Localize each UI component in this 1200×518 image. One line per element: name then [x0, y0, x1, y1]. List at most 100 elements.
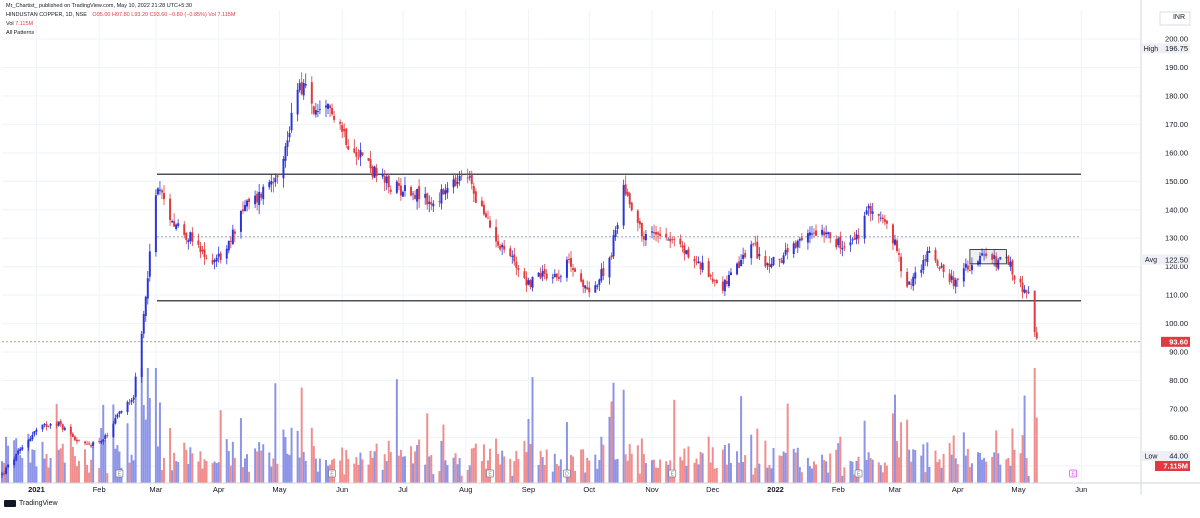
candle-body: [736, 263, 739, 275]
currency-box[interactable]: [1159, 11, 1191, 26]
candle-body: [444, 190, 447, 195]
volume-bar: [246, 454, 249, 483]
volume-bar: [132, 460, 135, 483]
dividend-mark-label: D: [565, 472, 569, 478]
event-marks[interactable]: E E E E ED E: [115, 249, 1078, 478]
volume-bar: [43, 458, 46, 483]
volume-bar: [357, 464, 360, 483]
volume-bar: [416, 445, 419, 483]
candle-body: [331, 107, 334, 115]
pattern-box[interactable]: [969, 249, 1007, 265]
candle-body: [806, 233, 809, 243]
earnings-mark-box[interactable]: [668, 469, 677, 478]
candle-body: [642, 236, 645, 240]
y-tick-label: 130.00: [1165, 234, 1188, 243]
time-axis[interactable]: 2021 Feb Mar Apr May Jun Jul Aug Sep Oct Nov Dec 202…: [0, 482, 1200, 494]
volume-bar: [1009, 465, 1012, 483]
candle-body: [839, 236, 842, 249]
candle-body: [962, 268, 965, 282]
candle-body: [843, 246, 846, 248]
candle-body: [262, 186, 265, 200]
volume-bar: [948, 443, 951, 483]
candle-body: [667, 239, 670, 241]
volume-bar: [199, 451, 202, 483]
volume-bar: [403, 456, 406, 483]
candle-body: [399, 185, 402, 196]
dividend-mark-box[interactable]: [563, 469, 571, 478]
earnings-mark-box[interactable]: [486, 469, 494, 478]
volume-bar: [588, 460, 591, 483]
volume-bar: [414, 451, 417, 483]
candle-body: [480, 200, 483, 206]
candle-body: [3, 473, 6, 474]
volume-bar: [699, 451, 702, 483]
candle-body: [88, 443, 91, 445]
candle-body: [470, 174, 473, 184]
candle-body: [185, 232, 188, 240]
candle-body: [233, 231, 236, 234]
future-earnings-mark-box[interactable]: [1069, 469, 1078, 478]
volume-bar: [470, 448, 473, 483]
candle-body: [489, 220, 491, 228]
volume-bar: [770, 468, 773, 483]
volume-bar: [596, 468, 599, 483]
candle-body: [169, 198, 172, 221]
volume-bar: [624, 454, 627, 483]
candle-body: [993, 255, 996, 259]
volume-bar: [614, 459, 617, 483]
candle-body: [867, 205, 870, 209]
volume-bar: [622, 389, 625, 483]
earnings-mark-box[interactable]: [328, 469, 336, 478]
vol-label: Vol: [6, 21, 14, 27]
horizontal-lines[interactable]: [2, 173, 1140, 343]
tradingview-brand[interactable]: TradingView: [4, 500, 58, 507]
candle-body: [823, 231, 826, 236]
volume-bar: [655, 467, 658, 483]
y-tick-label: 190.00: [1165, 63, 1188, 72]
volume-bar: [501, 450, 504, 483]
candle-body: [837, 238, 840, 246]
volume-bar: [258, 442, 261, 483]
volume-bar: [130, 454, 133, 483]
volume-bar: [282, 429, 285, 483]
candle-body: [460, 175, 463, 177]
candle-body: [898, 253, 901, 255]
volume-bar: [1021, 435, 1024, 483]
volume-bar: [144, 419, 147, 483]
earnings-mark-box[interactable]: [854, 469, 863, 478]
candle-body: [497, 241, 500, 246]
symbol-ohlc: HINDUSTAN COPPER, 1D, NSE O95.00 H97.80 …: [6, 12, 235, 18]
patterns-legend[interactable]: All Patterns: [6, 30, 35, 36]
y-tick-label: 180.00: [1165, 91, 1188, 100]
candle-body: [671, 239, 674, 240]
earnings-mark-box[interactable]: [115, 469, 124, 478]
volume-bar: [936, 462, 939, 483]
candle-body: [683, 245, 686, 254]
candle-body: [948, 273, 951, 282]
candle-body: [442, 189, 445, 195]
price-axis[interactable]: INR 200.00 190.00 180.00 170.00 160.00 150.00 1…: [1140, 0, 1191, 495]
volume-bar: [189, 447, 192, 483]
volume-bar: [387, 440, 390, 483]
volume-bar: [687, 446, 690, 483]
candle-body: [938, 267, 941, 269]
volume-bar: [229, 465, 232, 483]
candle-body: [316, 111, 319, 112]
volume-bar: [160, 470, 163, 483]
volume-bar: [353, 463, 356, 483]
volume-bar: [63, 462, 66, 483]
volume-bar: [515, 450, 518, 483]
volume-bar: [17, 449, 20, 483]
volume-bar: [495, 438, 498, 483]
candle-body: [211, 260, 214, 264]
volume-bar: [742, 462, 745, 483]
candle-body: [693, 258, 696, 262]
candle-body: [100, 441, 103, 443]
volume-bar: [966, 448, 969, 483]
volume-bar: [1025, 458, 1028, 483]
volume-bar: [885, 465, 888, 483]
volume-bar: [729, 462, 732, 483]
symbol-line[interactable]: HINDUSTAN COPPER, 1D, NSE: [6, 12, 87, 18]
volume-bar: [636, 445, 639, 483]
